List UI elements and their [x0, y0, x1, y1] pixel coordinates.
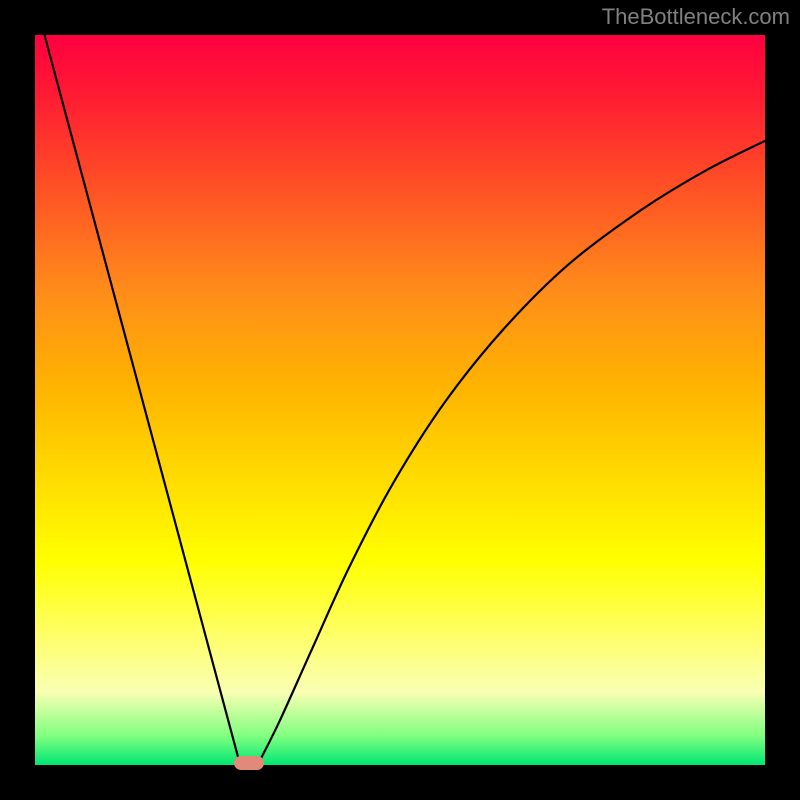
bottleneck-chart — [35, 35, 765, 765]
curve-right-branch — [259, 141, 765, 762]
watermark-text: TheBottleneck.com — [602, 4, 790, 30]
operating-point-marker — [234, 756, 264, 770]
curve-left-branch — [44, 35, 239, 762]
bottleneck-curve — [35, 35, 765, 765]
